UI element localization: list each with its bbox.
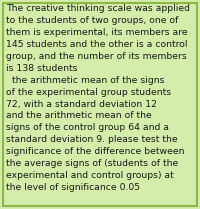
Text: The creative thinking scale was applied
to the students of two groups, one of
th: The creative thinking scale was applied … [6, 4, 190, 192]
FancyBboxPatch shape [3, 3, 197, 206]
